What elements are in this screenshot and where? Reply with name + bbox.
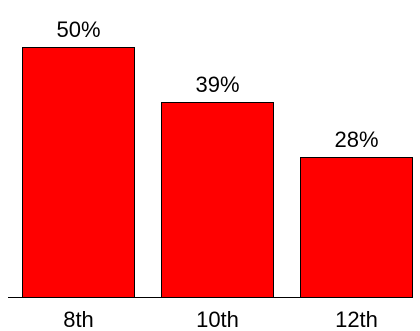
bar-8th <box>22 47 135 298</box>
data-label-8th: 50% <box>56 17 100 42</box>
data-label-10th: 39% <box>195 72 239 97</box>
x-tick-labels-layer: 8th 10th 12th <box>63 307 378 331</box>
value-labels-layer: 50% 39% 28% <box>56 17 378 152</box>
x-tick-label-10th: 10th <box>196 307 239 331</box>
bar-12th <box>300 157 413 298</box>
data-label-12th: 28% <box>334 127 378 152</box>
bars-layer <box>22 47 413 298</box>
bar-10th <box>161 102 274 298</box>
x-tick-label-12th: 12th <box>335 307 378 331</box>
x-tick-label-8th: 8th <box>63 307 94 331</box>
